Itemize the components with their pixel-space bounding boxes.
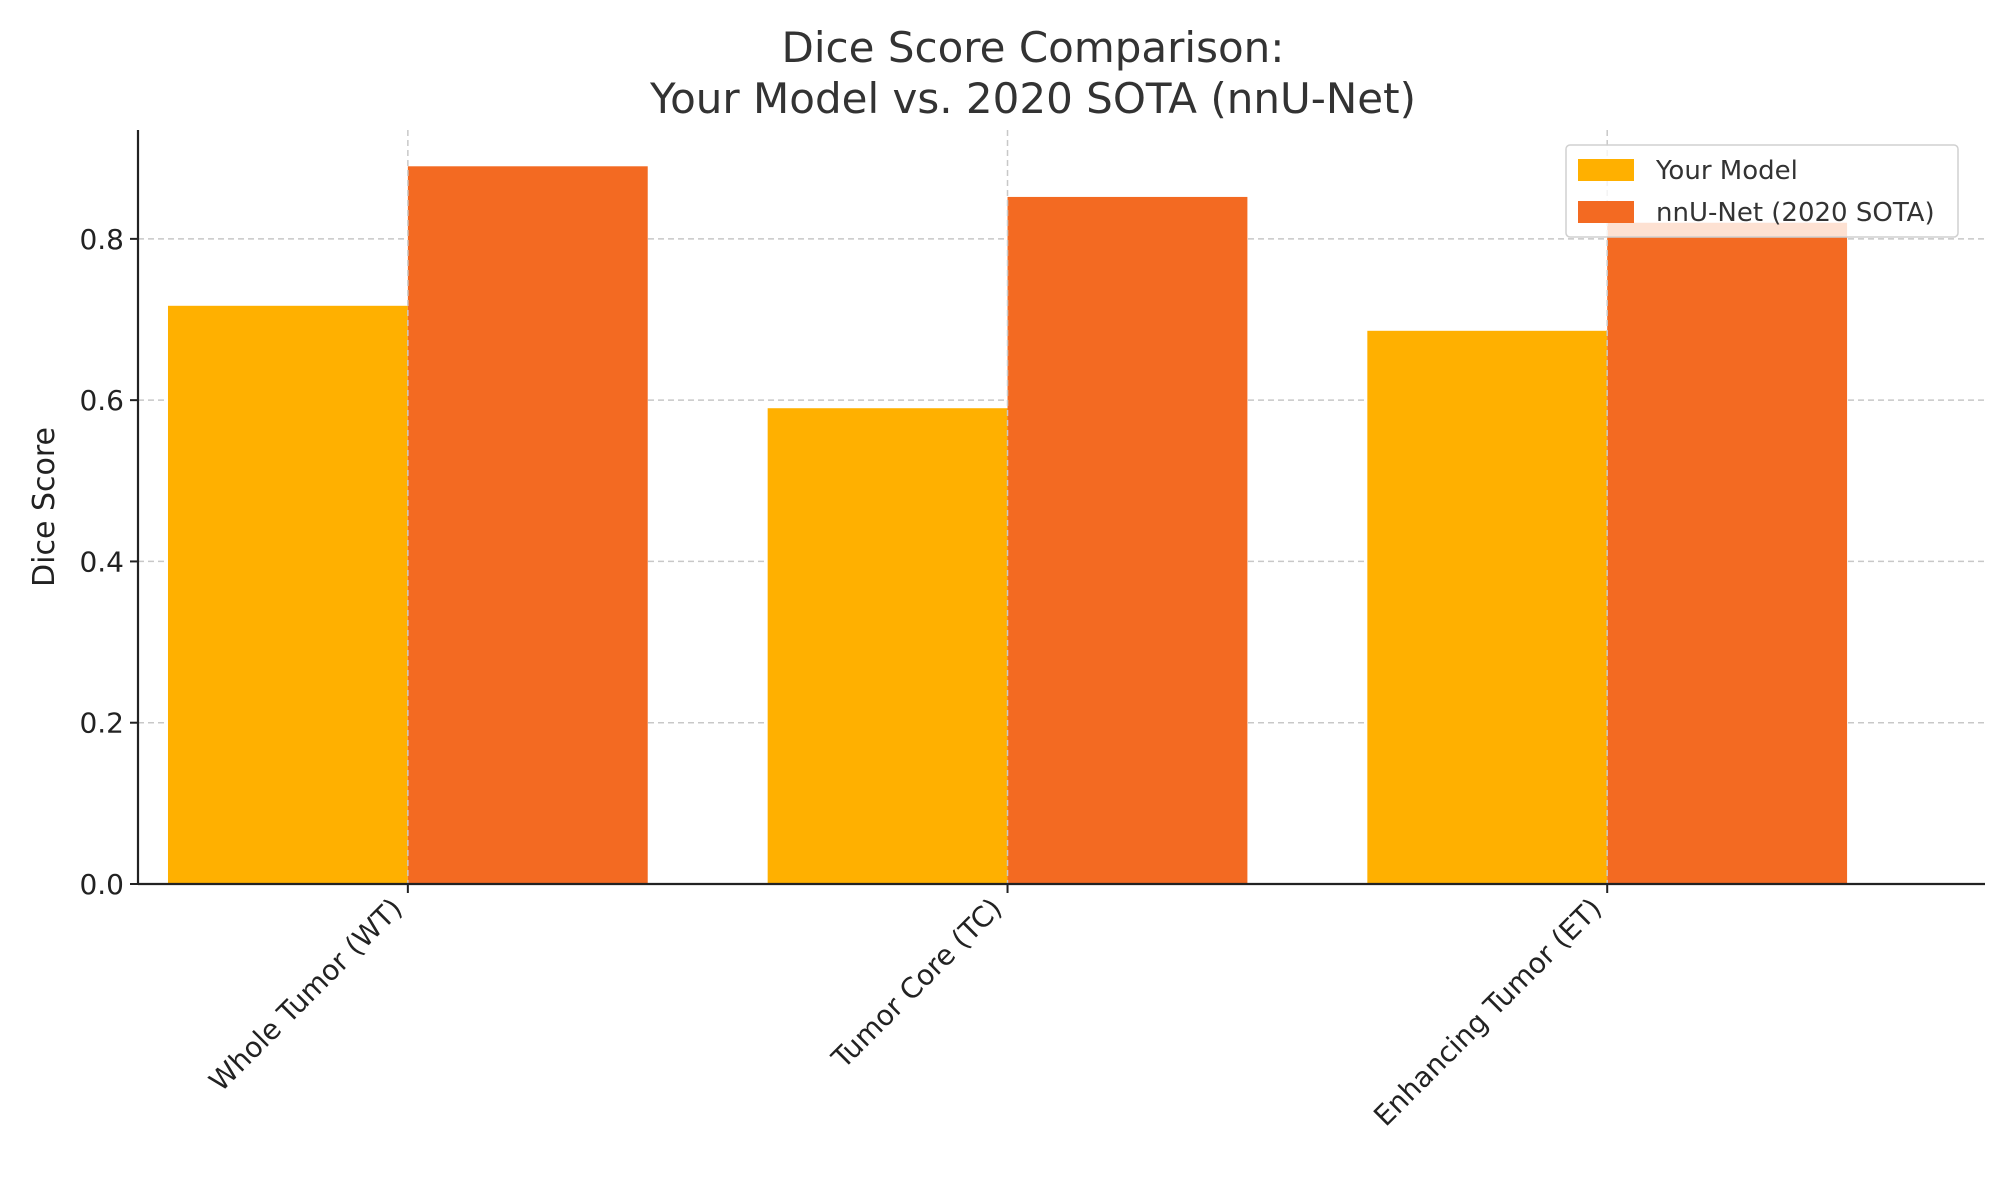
- y-tick-label: 0.4: [79, 545, 124, 578]
- chart-title-line-2: Your Model vs. 2020 SOTA (nnU-Net): [649, 74, 1416, 123]
- bar-nnunet-1: [1007, 196, 1248, 884]
- axes: [130, 130, 1985, 893]
- x-tick-labels: Whole Tumor (WT) Tumor Core (TC) Enhancing…: [203, 892, 1608, 1133]
- legend-swatch: [1578, 201, 1634, 223]
- bar-your-model-1: [767, 408, 1008, 884]
- legend-label: Your Model: [1655, 156, 1798, 186]
- y-tick-label: 0.8: [79, 223, 124, 256]
- legend-swatch: [1578, 159, 1634, 181]
- legend-label: nnU-Net (2020 SOTA): [1656, 198, 1935, 228]
- legend: Your Model nnU-Net (2020 SOTA): [1565, 144, 1959, 238]
- chart-title-line-1: Dice Score Comparison:: [782, 23, 1285, 72]
- y-axis-label: Dice Score: [27, 427, 62, 587]
- bar-nnunet-2: [1607, 222, 1848, 884]
- bar-your-model-0: [167, 305, 408, 884]
- y-tick-label: 0.6: [79, 384, 124, 417]
- y-tick-label: 0.0: [79, 868, 124, 901]
- legend-box: [1565, 144, 1959, 238]
- x-tick-label: Enhancing Tumor (ET): [1367, 892, 1608, 1133]
- y-tick-label: 0.2: [79, 707, 124, 740]
- bar-your-model-2: [1367, 330, 1608, 884]
- bar-nnunet-0: [407, 166, 648, 885]
- x-tick-label: Tumor Core (TC): [825, 892, 1009, 1076]
- y-tick-labels: 0.0 0.2 0.4 0.6 0.8: [79, 223, 124, 901]
- bars: [167, 166, 1848, 885]
- x-tick-label: Whole Tumor (WT): [203, 892, 409, 1098]
